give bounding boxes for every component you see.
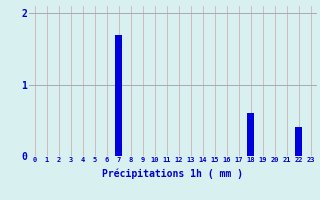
Bar bbox=[247, 113, 254, 156]
Bar bbox=[295, 127, 302, 156]
X-axis label: Précipitations 1h ( mm ): Précipitations 1h ( mm ) bbox=[102, 169, 243, 179]
Bar bbox=[115, 35, 123, 156]
